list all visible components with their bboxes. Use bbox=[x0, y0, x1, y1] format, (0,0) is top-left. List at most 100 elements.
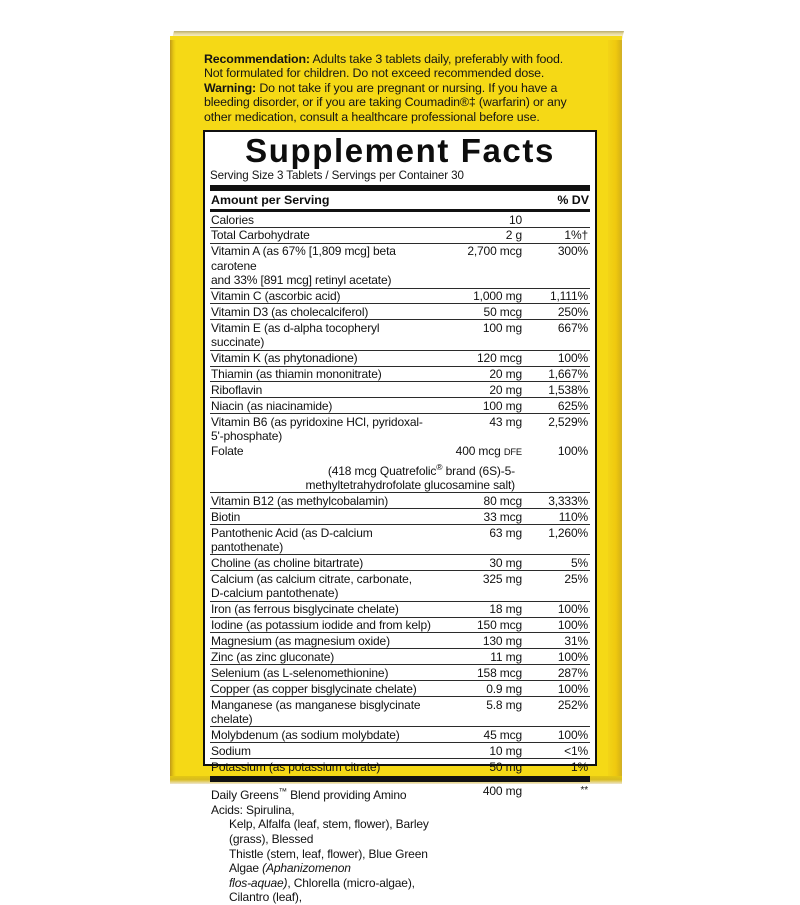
nutrient-amount: 18 mg bbox=[489, 602, 522, 617]
box-right-side-face bbox=[608, 40, 622, 780]
percent-dv-label: % DV bbox=[557, 193, 589, 207]
nutrient-amount: 0.9 mg bbox=[486, 681, 522, 696]
nutrient-name: Iodine (as potassium iodide and from kel… bbox=[211, 618, 431, 633]
warning-paragraph: Warning: Do not take if you are pregnant… bbox=[204, 81, 584, 124]
nutrient-dv: 1,260% bbox=[548, 525, 588, 540]
recommendation-text: Adults take 3 tablets daily, preferably … bbox=[204, 52, 564, 81]
table-row: Zinc (as zinc gluconate) 11 mg 100% bbox=[210, 649, 590, 666]
nutrient-dv: 300% bbox=[557, 244, 588, 259]
table-row: Choline (as choline bitartrate) 30 mg 5% bbox=[210, 555, 590, 572]
supplement-facts-title: Supplement Facts bbox=[245, 132, 555, 169]
nutrient-dv: 100% bbox=[557, 602, 588, 617]
nutrient-dv: 100% bbox=[557, 444, 588, 459]
table-row: Magnesium (as magnesium oxide) 130 mg 31% bbox=[210, 633, 590, 650]
nutrient-amount: 325 mg bbox=[482, 571, 522, 586]
nutrient-amount: 2 g bbox=[505, 228, 522, 243]
nutrient-name: Calories bbox=[211, 212, 254, 227]
nutrient-name: Pantothenic Acid (as D-calcium pantothen… bbox=[211, 525, 373, 555]
table-row: Thiamin (as thiamin mononitrate) 20 mg 1,6… bbox=[210, 367, 590, 383]
nutrient-dv: 1,538% bbox=[548, 382, 588, 397]
nutrient-dv: 100% bbox=[557, 618, 588, 633]
nutrient-name: Selenium (as L-selenomethionine) bbox=[211, 665, 389, 680]
nutrient-amount: 2,700 mcg bbox=[467, 244, 522, 259]
nutrient-rows-primary: Calories 10 Total Carbohydrate 2 g 1%† Vitami… bbox=[210, 212, 590, 444]
recommendation-warning-block: Recommendation: Adults take 3 tablets da… bbox=[204, 52, 584, 124]
table-row: Sodium 10 mg <1% bbox=[210, 743, 590, 760]
folate-amount-value: 400 mcg bbox=[455, 444, 504, 459]
nutrient-amount: 45 mcg bbox=[483, 727, 523, 742]
folate-source-note: (418 mcg Quatrefolic® brand (6S)-5- bbox=[210, 460, 590, 478]
blend-line2: Kelp, Alfalfa (leaf, stem, flower), Barl… bbox=[229, 817, 429, 846]
nutrient-name: Calcium (as calcium citrate, carbonate, … bbox=[211, 571, 412, 601]
nutrient-amount: 43 mg bbox=[489, 414, 522, 429]
blend-lead-label: Daily Greens bbox=[211, 788, 279, 803]
nutrient-amount: 30 mg bbox=[489, 555, 522, 570]
nutrient-amount: 10 mg bbox=[489, 743, 522, 758]
nutrient-name: Riboflavin bbox=[211, 382, 263, 397]
nutrient-dv: 287% bbox=[557, 665, 588, 680]
nutrient-amount: 20 mg bbox=[489, 367, 522, 382]
nutrient-dv: 100% bbox=[557, 351, 588, 366]
warning-label: Warning: bbox=[204, 80, 257, 95]
daily-greens-blend-row: Daily Greens™ Blend providing Amino Acid… bbox=[210, 782, 590, 905]
nutrient-name: Vitamin A (as 67% [1,809 mcg] beta carot… bbox=[211, 244, 396, 288]
table-row: Pantothenic Acid (as D-calcium pantothen… bbox=[210, 525, 590, 556]
table-row: Potassium (as potassium citrate) 50 mg 1% bbox=[210, 759, 590, 774]
folate-note-line1-post: brand (6S)-5- bbox=[442, 463, 516, 478]
nutrient-name: Zinc (as zinc gluconate) bbox=[211, 649, 335, 664]
nutrient-amount: 33 mcg bbox=[483, 509, 523, 524]
table-row: Vitamin K (as phytonadione) 120 mcg 100% bbox=[210, 351, 590, 367]
nutrient-amount: 10 bbox=[508, 212, 522, 227]
nutrient-name: Vitamin D3 (as cholecalciferol) bbox=[211, 304, 369, 319]
nutrient-dv: 100% bbox=[557, 681, 588, 696]
nutrient-amount: 120 mcg bbox=[477, 351, 522, 366]
folate-note-line1-pre: (418 mcg Quatrefolic bbox=[327, 463, 437, 478]
table-row: Riboflavin 20 mg 1,538% bbox=[210, 382, 590, 399]
nutrient-name: Vitamin K (as phytonadione) bbox=[211, 351, 358, 366]
nutrient-name: Total Carbohydrate bbox=[211, 228, 310, 243]
nutrient-amount: 158 mcg bbox=[477, 665, 522, 680]
nutrient-name: Thiamin (as thiamin mononitrate) bbox=[211, 367, 382, 382]
nutrient-amount: 100 mg bbox=[482, 398, 522, 413]
nutrient-amount: 5.8 mg bbox=[486, 697, 522, 712]
nutrient-name: Manganese (as manganese bisglycinate che… bbox=[211, 697, 421, 726]
recommendation-label: Recommendation: bbox=[204, 52, 310, 66]
nutrient-amount: 1,000 mg bbox=[473, 289, 522, 304]
table-row: Iron (as ferrous bisglycinate chelate) 18… bbox=[210, 602, 590, 618]
nutrient-dv: 250% bbox=[557, 304, 588, 319]
nutrient-dv: 625% bbox=[557, 398, 588, 413]
nutrient-name: Magnesium (as magnesium oxide) bbox=[211, 633, 390, 648]
folate-source-note-line2: methyltetrahydrofolate glucosamine salt) bbox=[210, 478, 590, 494]
table-row: Vitamin A (as 67% [1,809 mcg] beta carot… bbox=[210, 244, 590, 289]
nutrient-amount: 400 mcg DFE bbox=[434, 444, 528, 459]
nutrient-dv: <1% bbox=[564, 743, 588, 758]
nutrient-amount: 50 mcg bbox=[483, 304, 523, 319]
nutrient-dv: 1,111% bbox=[549, 289, 588, 304]
amount-per-serving-header: Amount per Serving % DV bbox=[210, 191, 590, 209]
table-row: Selenium (as L-selenomethionine) 158 mcg 2… bbox=[210, 665, 590, 682]
table-row: Manganese (as manganese bisglycinate che… bbox=[210, 697, 590, 728]
daily-greens-blend-text: Daily Greens™ Blend providing Amino Acid… bbox=[210, 784, 434, 905]
table-row: Total Carbohydrate 2 g 1%† bbox=[210, 228, 590, 244]
nutrient-dv: 2,529% bbox=[548, 414, 588, 429]
nutrient-name: Biotin bbox=[211, 509, 241, 524]
supplement-facts-panel: Supplement Facts Serving Size 3 Tablets … bbox=[203, 130, 597, 904]
table-row: Iodine (as potassium iodide and from kel… bbox=[210, 618, 590, 634]
nutrient-dv: 667% bbox=[557, 320, 588, 335]
nutrient-dv: 110% bbox=[558, 509, 588, 524]
table-row: Molybdenum (as sodium molybdate) 45 mcg 10… bbox=[210, 727, 590, 744]
table-row: Vitamin B6 (as pyridoxine HCl, pyridoxal… bbox=[210, 414, 590, 443]
nutrient-name: Vitamin B6 (as pyridoxine HCl, pyridoxal… bbox=[211, 414, 423, 444]
nutrient-name: Sodium bbox=[211, 743, 251, 758]
table-row: Calories 10 bbox=[210, 212, 590, 228]
table-row: Vitamin B12 (as methylcobalamin) 80 mcg 3,… bbox=[210, 493, 590, 510]
nutrient-amount: 50 mg bbox=[489, 759, 522, 774]
table-row: Niacin (as niacinamide) 100 mg 625% bbox=[210, 398, 590, 415]
blend-amount: 400 mg bbox=[482, 784, 522, 799]
table-row: Vitamin E (as d-alpha tocopheryl succina… bbox=[210, 320, 590, 351]
recommendation-paragraph: Recommendation: Adults take 3 tablets da… bbox=[204, 52, 584, 81]
nutrient-amount: 100 mg bbox=[482, 320, 522, 335]
amount-per-serving-label: Amount per Serving bbox=[211, 193, 330, 207]
nutrient-dv: 5% bbox=[570, 555, 588, 570]
table-row-folate: Folate 400 mcg DFE 100% bbox=[210, 444, 590, 460]
